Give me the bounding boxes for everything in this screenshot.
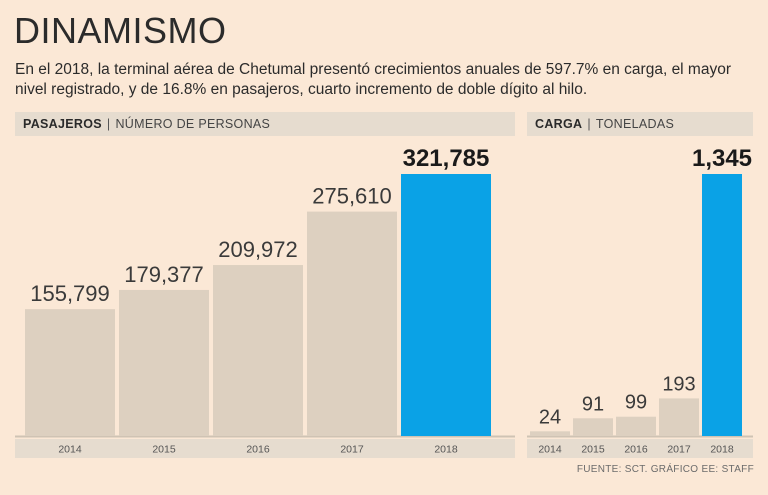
carga-bar-2014 — [530, 431, 570, 436]
carga-year-label-2018: 2018 — [710, 444, 734, 456]
pasajeros-year-label-2016: 2016 — [246, 444, 270, 456]
pasajeros-value-label-2014: 155,799 — [30, 281, 110, 306]
carga-year-label-2015: 2015 — [581, 444, 605, 456]
carga-year-label-2014: 2014 — [538, 444, 562, 456]
carga-header-title: CARGA — [535, 117, 583, 131]
pasajeros-bar-2015 — [119, 289, 209, 436]
carga-bar-2015 — [573, 418, 613, 436]
carga-year-label-2017: 2017 — [667, 444, 691, 456]
carga-value-label-2015: 91 — [582, 393, 604, 415]
carga-header-unit: TONELADAS — [595, 117, 675, 131]
carga-value-label-2018: 1,345 — [692, 145, 752, 172]
carga-value-label-2017: 193 — [662, 373, 695, 395]
carga-value-label-2014: 24 — [539, 406, 561, 428]
carga-bar-2018 — [702, 174, 742, 436]
pasajeros-value-label-2017: 275,610 — [312, 184, 392, 209]
header-separator: | — [587, 117, 591, 131]
pasajeros-value-label-2016: 209,972 — [218, 237, 298, 262]
source-credit: FUENTE: SCT. GRÁFICO EE: STAFF — [576, 464, 754, 475]
carga-year-label-2016: 2016 — [624, 444, 648, 456]
pasajeros-value-label-2018: 321,785 — [403, 145, 490, 172]
pasajeros-header: PASAJEROS | NÚMERO DE PERSONAS — [15, 112, 515, 136]
carga-year-strip — [527, 439, 753, 458]
chart-subtitle: En el 2018, la terminal aérea de Chetuma… — [15, 61, 731, 98]
pasajeros-bar-2017 — [307, 211, 397, 436]
carga-value-label-2016: 99 — [625, 392, 647, 414]
pasajeros-year-label-2018: 2018 — [434, 444, 458, 456]
pasajeros-header-unit: NÚMERO DE PERSONAS — [115, 117, 271, 131]
pasajeros-year-label-2015: 2015 — [152, 444, 176, 456]
pasajeros-bar-2014 — [25, 309, 115, 436]
pasajeros-header-title: PASAJEROS — [23, 117, 102, 131]
pasajeros-bar-2016 — [213, 265, 303, 436]
carga-bar-2016 — [616, 416, 656, 436]
carga-bar-2017 — [659, 398, 699, 436]
pasajeros-value-label-2015: 179,377 — [124, 262, 204, 287]
carga-header: CARGA | TONELADAS — [527, 112, 753, 136]
chart-title: DINAMISMO — [14, 10, 227, 51]
pasajeros-year-label-2017: 2017 — [340, 444, 364, 456]
pasajeros-year-label-2014: 2014 — [58, 444, 82, 456]
pasajeros-year-strip — [15, 439, 515, 458]
header-separator: | — [106, 117, 111, 131]
pasajeros-bar-2018 — [401, 174, 491, 436]
